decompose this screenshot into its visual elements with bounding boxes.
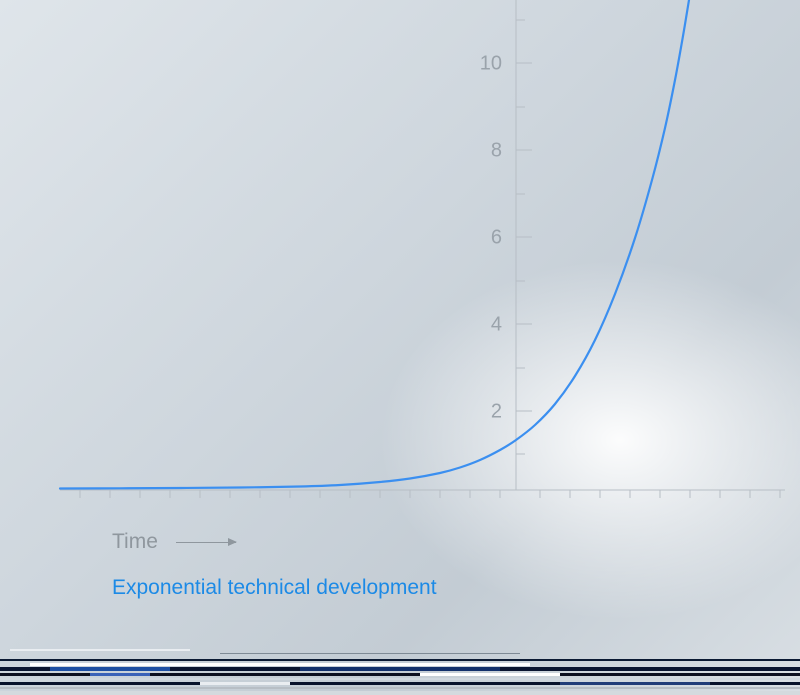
y-tick-labels: 2 4 6 8 10 xyxy=(480,52,502,422)
y-tick-label: 4 xyxy=(491,313,502,335)
x-axis-label: Time xyxy=(112,530,236,554)
exponential-curve xyxy=(60,0,689,489)
chart-caption: Exponential technical development xyxy=(112,576,437,600)
y-tick-label: 6 xyxy=(491,226,502,248)
y-tick-label: 10 xyxy=(480,52,502,74)
y-tick-label: 8 xyxy=(491,139,502,161)
y-tick-label: 2 xyxy=(491,400,502,422)
x-axis-label-text: Time xyxy=(112,530,158,554)
arrow-right-icon xyxy=(176,542,236,543)
chart-stage: 2 4 6 8 10 Time Exponential technical develo… xyxy=(0,0,800,695)
